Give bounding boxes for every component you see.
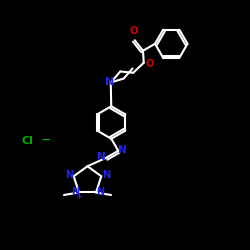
Text: −: − [41, 134, 51, 146]
Text: N: N [106, 77, 115, 87]
Text: N: N [102, 170, 110, 180]
Text: N: N [98, 152, 106, 162]
Text: O: O [145, 59, 154, 69]
Text: O: O [130, 26, 138, 36]
Text: N: N [65, 170, 73, 180]
Text: Cl: Cl [22, 136, 34, 146]
Text: N: N [96, 187, 104, 197]
Text: +: + [75, 192, 82, 202]
Text: N: N [71, 187, 79, 197]
Text: N: N [118, 145, 127, 155]
